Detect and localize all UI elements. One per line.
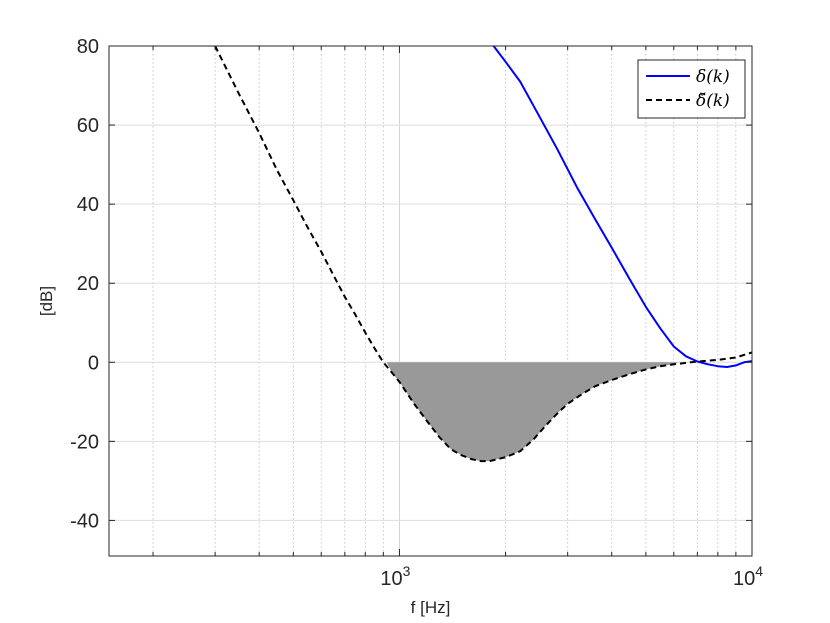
legend-label-delta-check: δ̌(k) [696, 91, 730, 111]
y-tick-label: -40 [70, 510, 99, 532]
legend: δ(k) δ̌(k) [637, 59, 746, 119]
shaded-region-layer [386, 362, 679, 462]
legend-box [637, 59, 746, 119]
y-tick-label: 0 [88, 352, 99, 374]
legend-label-delta: δ(k) [696, 67, 730, 87]
y-tick-label: 20 [77, 273, 99, 295]
x-tick-label: 104 [733, 563, 763, 590]
shaded-region [386, 362, 679, 462]
series-line-delta [492, 45, 753, 368]
series-line-delta-check [214, 45, 753, 463]
y-axis-label: [dB] [37, 286, 56, 316]
y-tick-label: -20 [70, 431, 99, 453]
y-tick-label: 80 [77, 36, 99, 58]
y-tick-label: 60 [77, 115, 99, 137]
ticks: -40 -20 0 20 40 60 80 103 104 [70, 36, 763, 590]
series-layer [214, 45, 753, 463]
y-tick-label: 40 [77, 194, 99, 216]
x-axis-label: f [Hz] [411, 598, 451, 617]
x-tick-label: 103 [380, 563, 410, 590]
plot-frame [108, 45, 753, 557]
